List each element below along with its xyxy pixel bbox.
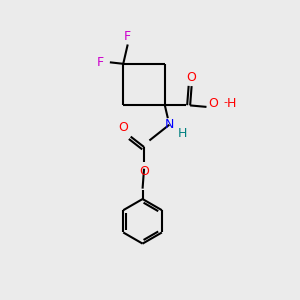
- Text: -: -: [224, 98, 228, 107]
- Text: O: O: [187, 71, 196, 84]
- Text: O: O: [118, 121, 128, 134]
- Text: O: O: [208, 97, 218, 110]
- Text: F: F: [124, 30, 131, 43]
- Text: H: H: [226, 97, 236, 110]
- Text: F: F: [97, 56, 104, 69]
- Text: N: N: [165, 118, 174, 131]
- Text: O: O: [139, 165, 149, 178]
- Text: H: H: [178, 127, 188, 140]
